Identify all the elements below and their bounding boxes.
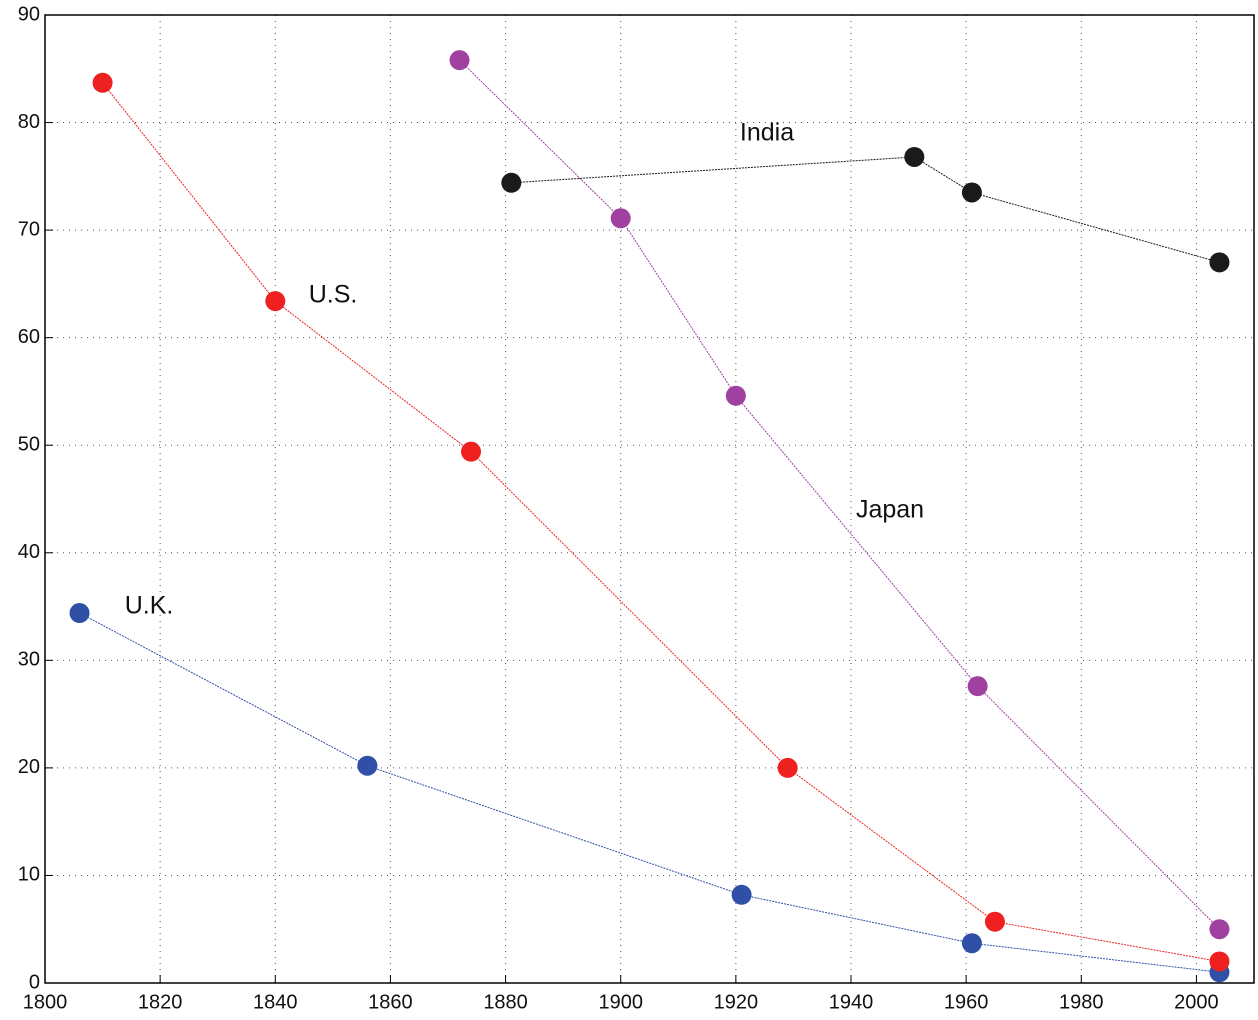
data-point <box>904 146 925 167</box>
y-tick-label: 90 <box>18 3 40 25</box>
series-line <box>459 59 1220 930</box>
series-label: India <box>740 119 794 147</box>
data-point <box>92 72 113 93</box>
data-point <box>265 291 286 312</box>
data-point <box>1209 951 1230 972</box>
x-tick-label: 1880 <box>483 991 528 1013</box>
series-label: U.S. <box>309 281 358 309</box>
series-line <box>102 82 1220 962</box>
data-point <box>961 933 982 954</box>
data-point <box>777 757 798 778</box>
data-point <box>1209 919 1230 940</box>
data-point <box>69 603 90 624</box>
y-tick-label: 60 <box>18 326 40 348</box>
plot-frame <box>44 14 1255 984</box>
x-tick-label: 1940 <box>829 991 874 1013</box>
x-tick-label: 1860 <box>368 991 413 1013</box>
x-tick-label: 1900 <box>598 991 643 1013</box>
x-tick-label: 1800 <box>23 991 68 1013</box>
x-tick-label: 1840 <box>253 991 298 1013</box>
y-tick-label: 30 <box>18 649 40 671</box>
data-point <box>461 441 482 462</box>
y-tick-label: 10 <box>18 864 40 886</box>
data-point <box>967 676 988 697</box>
x-tick-label: 1820 <box>138 991 183 1013</box>
data-point <box>1209 252 1230 273</box>
y-tick-label: 80 <box>18 111 40 133</box>
data-point <box>961 182 982 203</box>
x-tick-label: 2000 <box>1174 991 1219 1013</box>
x-tick-label: 1920 <box>714 991 759 1013</box>
data-point <box>984 911 1005 932</box>
y-tick-label: 50 <box>18 434 40 456</box>
series-label: Japan <box>856 496 924 524</box>
data-point <box>357 755 378 776</box>
x-tick-label: 1980 <box>1059 991 1104 1013</box>
y-tick-label: 0 <box>29 971 40 993</box>
y-tick-label: 70 <box>18 218 40 240</box>
x-tick-label: 1960 <box>944 991 989 1013</box>
data-point <box>731 884 752 905</box>
data-point <box>610 208 631 229</box>
y-tick-label: 20 <box>18 756 40 778</box>
series-line <box>511 156 1220 263</box>
data-point <box>725 385 746 406</box>
data-point <box>449 50 470 71</box>
data-point <box>501 172 522 193</box>
y-tick-label: 40 <box>18 541 40 563</box>
series-label: U.K. <box>125 592 174 620</box>
series-line <box>79 612 1220 973</box>
